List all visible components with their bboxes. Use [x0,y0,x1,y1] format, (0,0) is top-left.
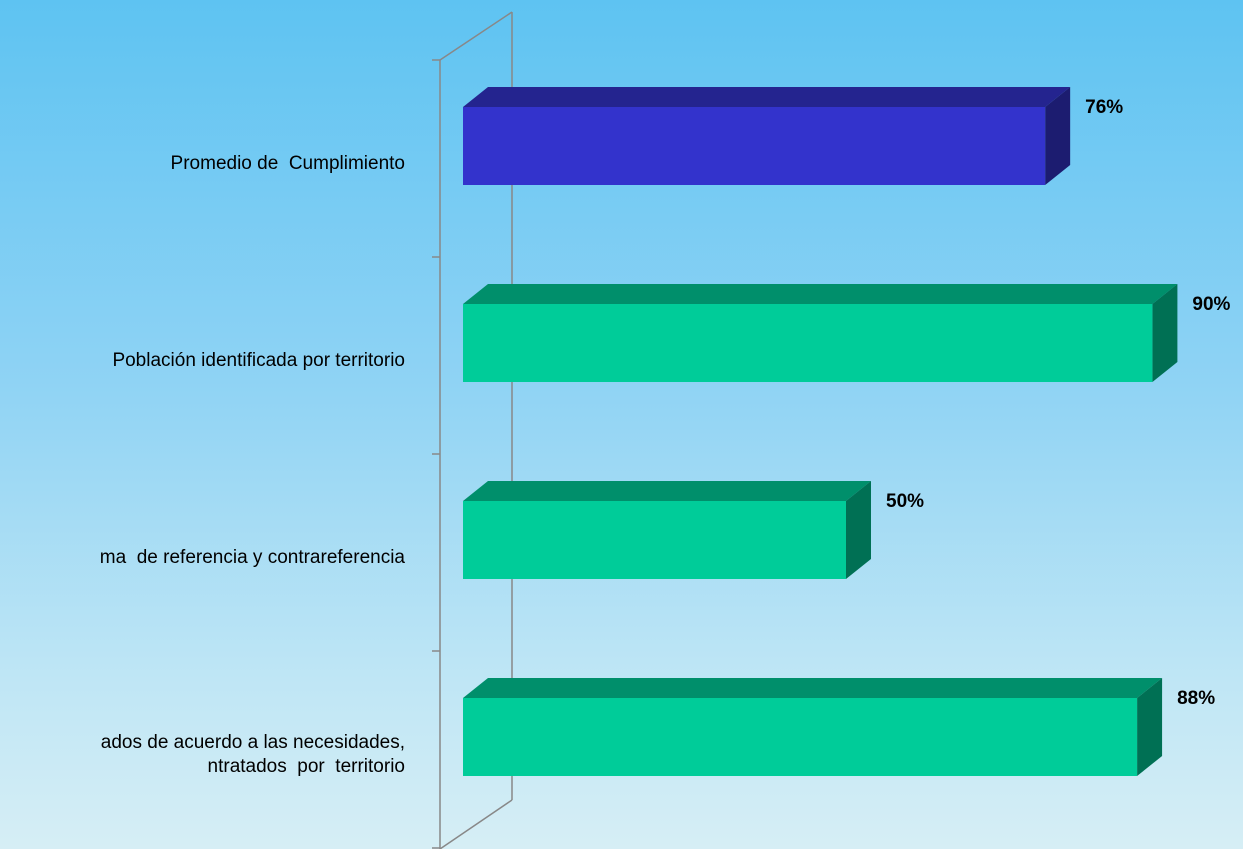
value-label: 50% [886,491,924,512]
bar [463,304,1153,382]
value-label: 88% [1177,688,1215,709]
bar-top [463,284,1178,304]
value-label: 90% [1192,294,1230,315]
category-label: ados de acuerdo a las necesidades, ntrat… [100,732,405,777]
value-label: 76% [1085,97,1123,118]
category-label: Promedio de Cumplimiento [170,153,405,174]
category-label: ma de referencia y contrareferencia [99,547,405,568]
bar [463,107,1046,185]
bar-side [846,481,871,579]
bar-top [463,87,1071,107]
bar-side [1045,87,1071,185]
bar-top [463,481,871,501]
bar-top [463,678,1163,698]
bar-side [1152,284,1178,382]
bar [463,698,1138,776]
bar-side [1137,678,1163,776]
bar [463,501,846,579]
category-label: Población identificada por territorio [112,350,405,371]
